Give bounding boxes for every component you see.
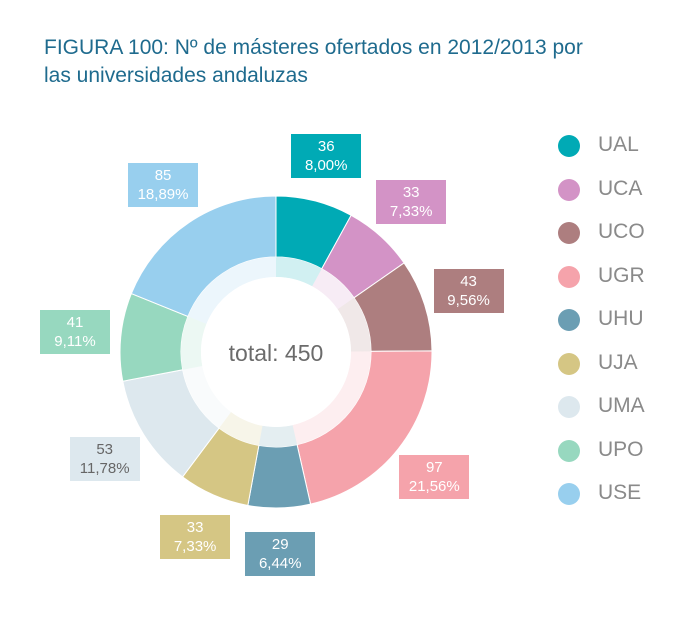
slice-inner-uja xyxy=(219,412,263,446)
legend-item-uca: UCA xyxy=(558,174,688,204)
slice-percent: 8,00% xyxy=(304,157,348,175)
slice-label-ual: 36 8,00% xyxy=(291,134,362,179)
slice-value: 36 xyxy=(317,138,335,156)
center-total-label: total: 450 xyxy=(229,340,324,366)
legend-swatch xyxy=(558,135,580,157)
chart-title: FIGURA 100: Nº de másteres ofertados en … xyxy=(44,34,664,90)
donut-hole xyxy=(201,277,351,427)
slice-label-uca: 33 7,33% xyxy=(376,179,447,224)
slice-percent: 9,11% xyxy=(54,333,96,351)
slice-label-uja: 33 7,33% xyxy=(160,515,231,560)
slice-inner-upo xyxy=(181,316,207,370)
slice-inner-uma xyxy=(182,366,232,429)
slice-value: 33 xyxy=(402,183,420,201)
slice-value: 29 xyxy=(271,535,289,553)
legend-label: UPO xyxy=(598,437,644,461)
legend-item-ual: UAL xyxy=(558,130,688,160)
slice-use xyxy=(130,195,277,318)
legend-item-uhu: UHU xyxy=(558,304,688,334)
legend-label: USE xyxy=(598,481,642,504)
slice-percent: 6,44% xyxy=(258,554,302,572)
slice-value: 97 xyxy=(425,459,443,477)
slice-value: 85 xyxy=(154,166,172,184)
legend-item-uja: UJA xyxy=(558,348,688,378)
slice-inner-use xyxy=(187,257,276,324)
slice-inner-ual xyxy=(276,257,322,287)
legend-label: UCO xyxy=(598,220,645,243)
legend-label: UGR xyxy=(598,263,645,287)
legend-swatch xyxy=(558,265,580,288)
legend-swatch xyxy=(558,439,580,462)
slice-ugr xyxy=(296,350,433,505)
slice-percent: 7,33% xyxy=(389,202,433,220)
slice-percent: 11,78% xyxy=(79,460,130,478)
chart-title-line-2: las universidades andaluzas xyxy=(44,64,308,87)
slice-percent: 9,56% xyxy=(447,291,490,309)
legend-label: UJA xyxy=(598,350,638,374)
slice-value: 41 xyxy=(66,314,84,332)
legend-swatch xyxy=(558,352,580,375)
legend-label: UMA xyxy=(598,394,645,417)
legend-item-ugr: UGR xyxy=(558,261,688,291)
legend-swatch xyxy=(558,178,580,201)
legend-swatch xyxy=(558,222,580,244)
slice-label-uhu: 29 6,44% xyxy=(245,531,316,576)
legend-item-use: USE xyxy=(558,478,688,508)
slice-inner-uca xyxy=(312,268,355,310)
slice-value: 33 xyxy=(186,519,204,537)
slice-percent: 7,33% xyxy=(173,538,217,556)
slice-label-ugr: 97 21,56% xyxy=(399,455,470,500)
legend-label: UCA xyxy=(598,176,643,200)
slice-value: 43 xyxy=(460,272,477,290)
slice-value: 53 xyxy=(96,441,114,459)
chart-title-line-1: FIGURA 100: Nº de másteres ofertados en … xyxy=(44,36,583,59)
slice-percent: 18,89% xyxy=(137,185,189,203)
slice-label-use: 85 18,89% xyxy=(128,162,199,207)
legend-swatch xyxy=(558,309,580,331)
slice-label-uco: 43 9,56% xyxy=(433,268,504,313)
slice-percent: 21,56% xyxy=(408,478,460,496)
legend-label: UAL xyxy=(598,133,639,156)
slice-inner-uco xyxy=(337,297,371,352)
legend-label: UHU xyxy=(598,307,644,330)
legend-item-upo: UPO xyxy=(558,435,688,465)
slice-label-upo: 41 9,11% xyxy=(39,310,110,355)
slice-inner-ugr xyxy=(292,351,371,445)
slice-inner-uhu xyxy=(258,425,298,448)
legend-swatch xyxy=(558,483,580,505)
legend-item-uco: UCO xyxy=(558,217,688,247)
slice-label-uma: 53 11,78% xyxy=(69,437,140,482)
legend-item-uma: UMA xyxy=(558,391,688,421)
legend-swatch xyxy=(558,396,580,418)
